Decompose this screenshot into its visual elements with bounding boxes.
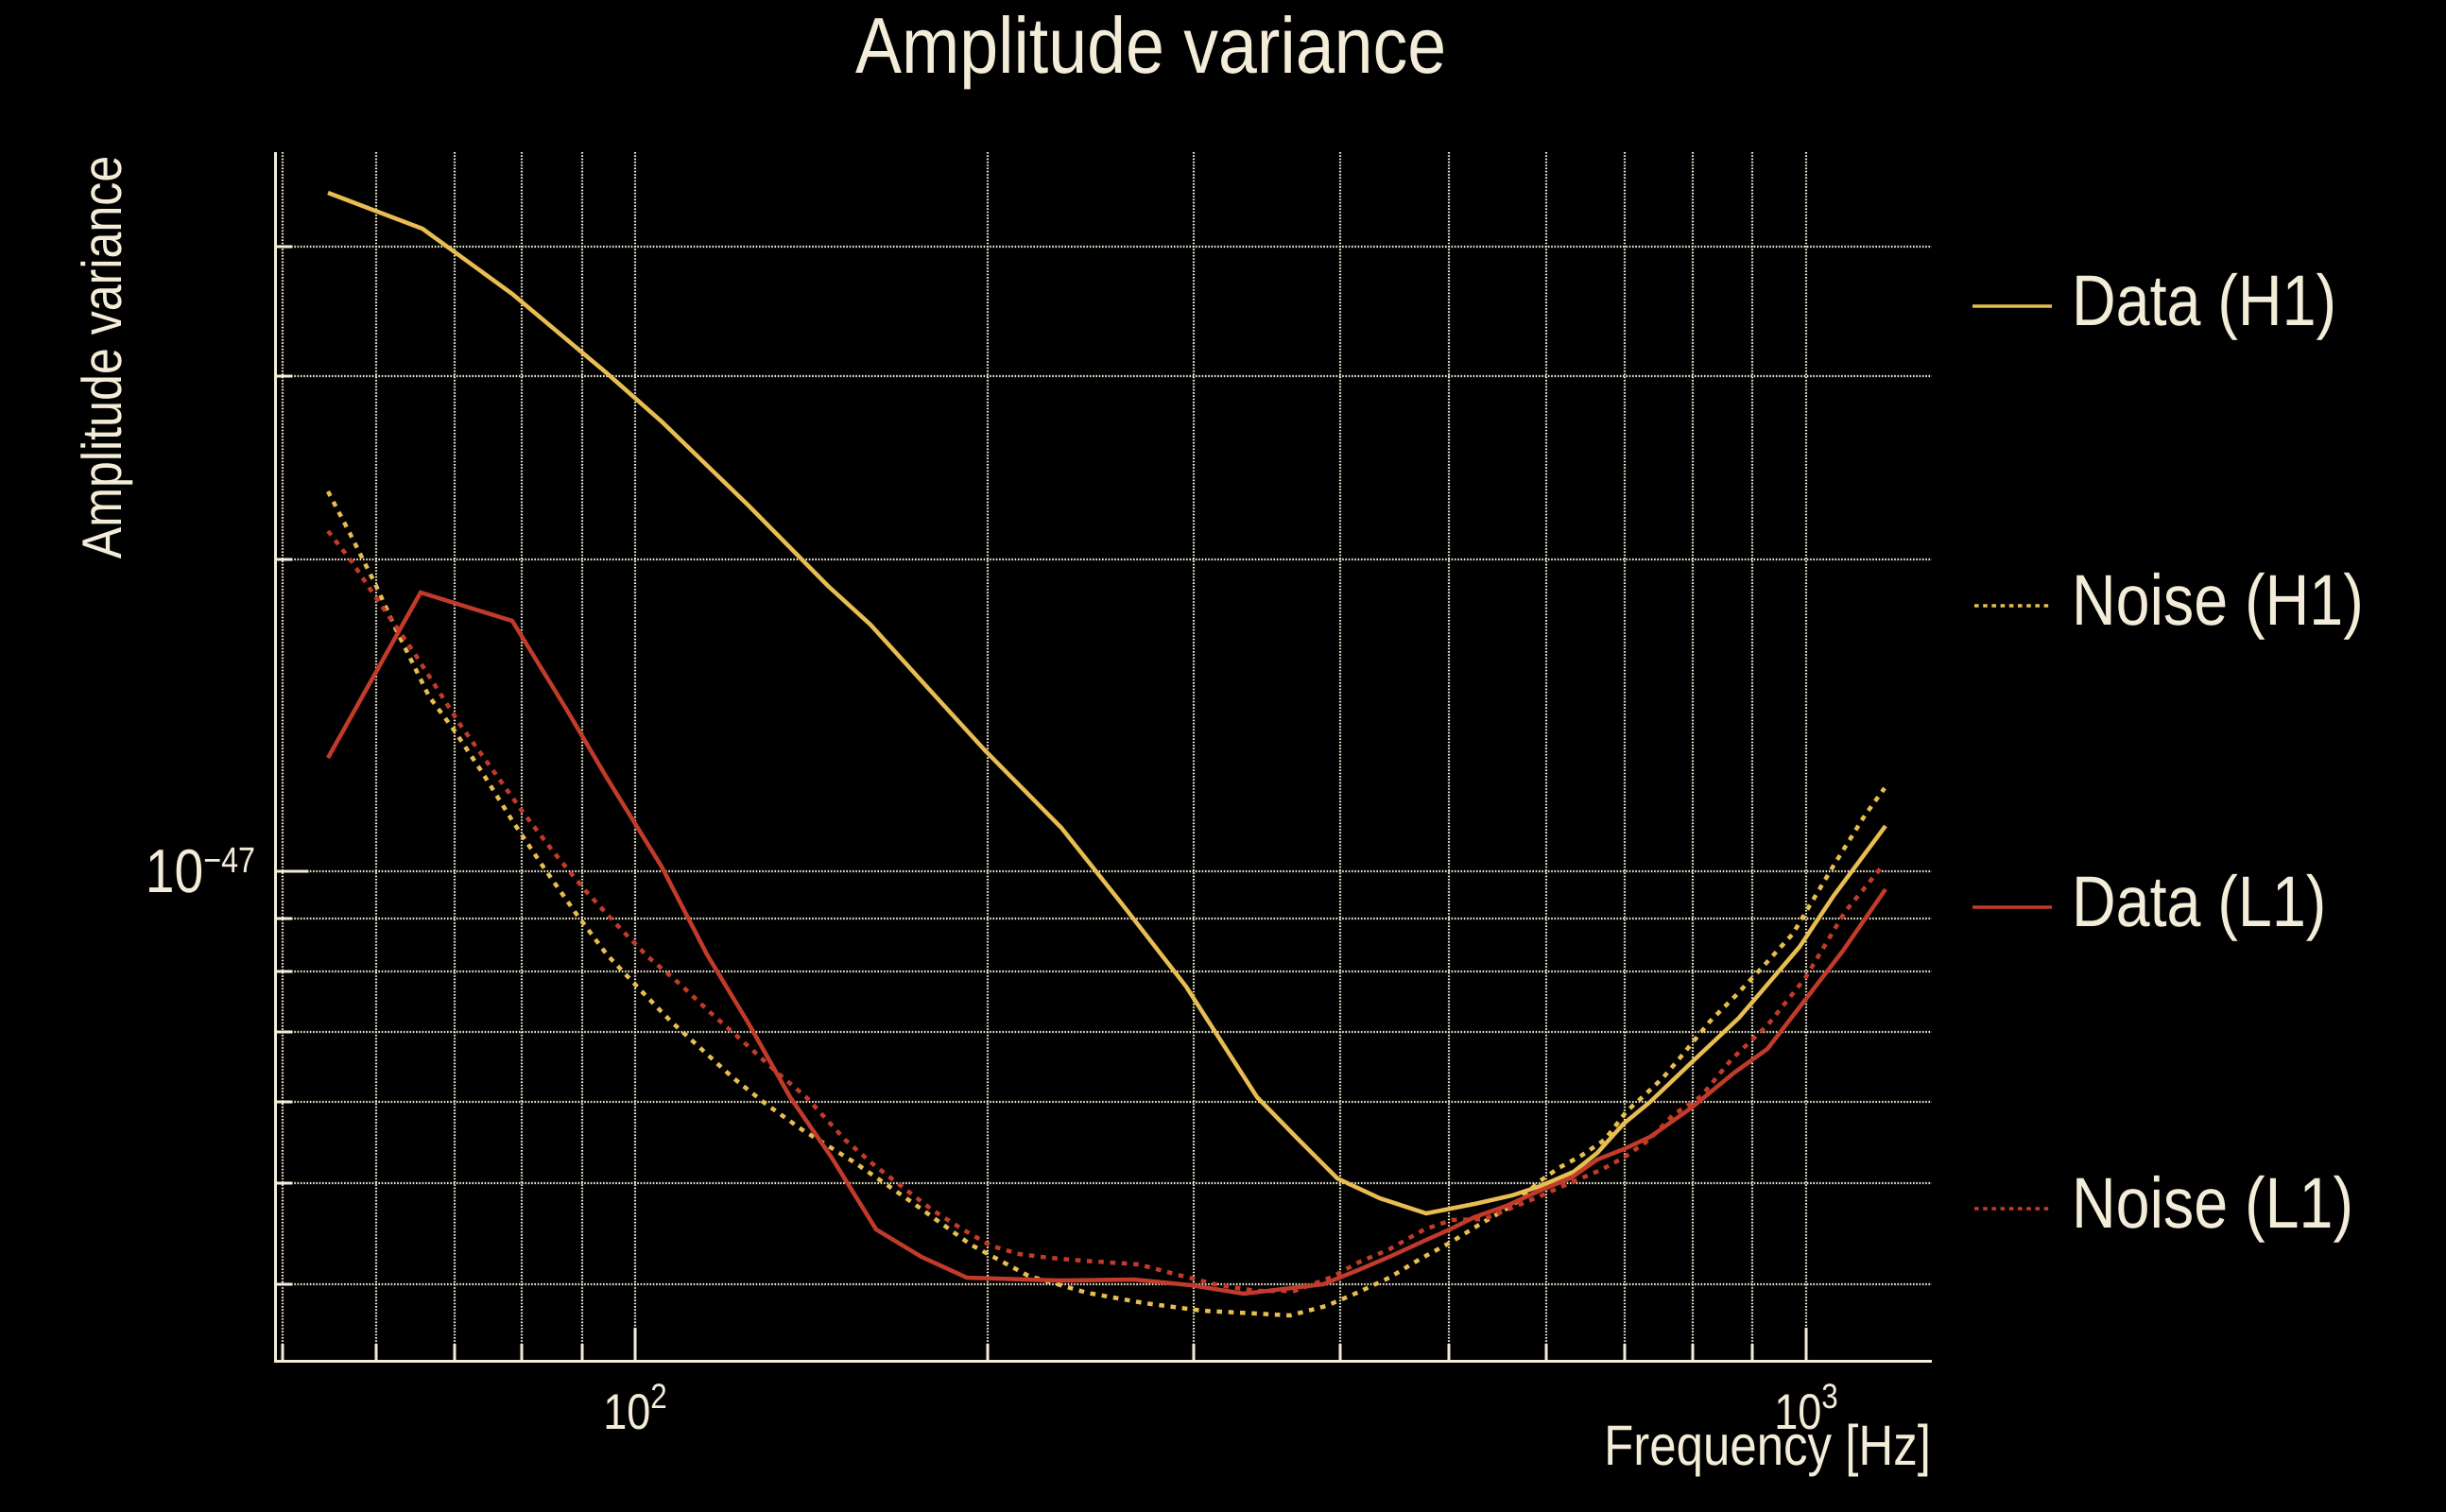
svg-text:10−47: 10−47: [146, 836, 255, 905]
svg-text:Noise (L1): Noise (L1): [2072, 1163, 2353, 1244]
svg-text:Data (H1): Data (H1): [2072, 261, 2336, 341]
svg-text:Frequency [Hz]: Frequency [Hz]: [1604, 1414, 1931, 1477]
svg-text:Data (L1): Data (L1): [2072, 862, 2326, 942]
svg-text:Amplitude variance: Amplitude variance: [71, 156, 133, 559]
svg-text:Noise (H1): Noise (H1): [2072, 560, 2364, 641]
svg-text:Amplitude variance: Amplitude variance: [855, 1, 1446, 90]
